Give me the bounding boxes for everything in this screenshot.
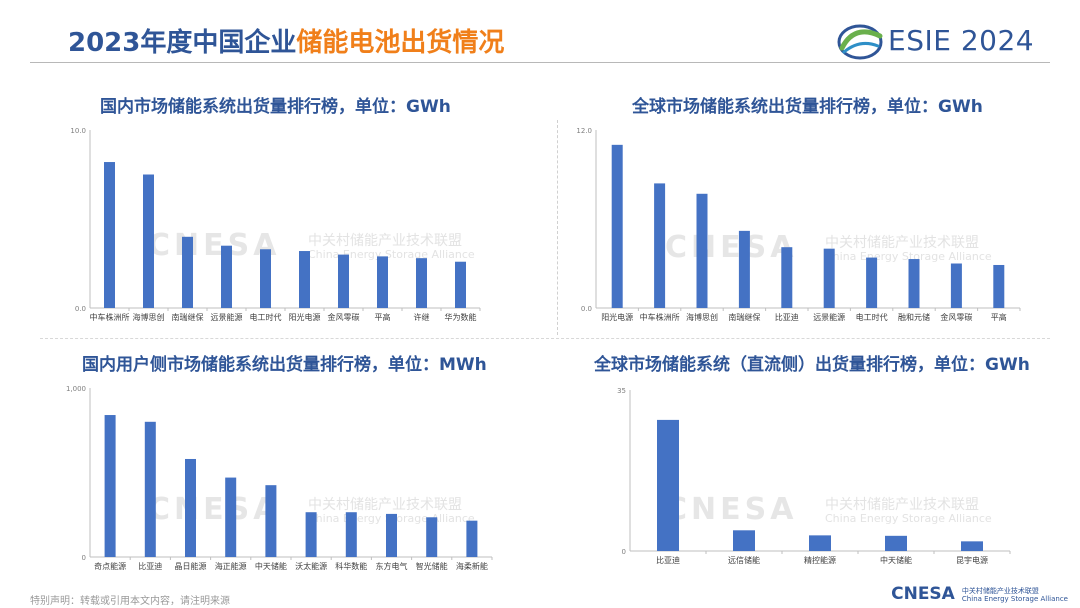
x-tick-label: 中车株洲所 xyxy=(90,312,130,322)
x-tick-label: 远信储能 xyxy=(728,555,760,565)
chart-1: 0.0 10.0 中车株洲所 海博思创 南瑞继保 远景能源 电工时代 阳光电源 金风零碳 平高 许继… xyxy=(70,127,481,322)
page-title-main: 2023年度中国企业 xyxy=(68,28,297,58)
bar xyxy=(908,259,920,308)
chart-1-title: 国内市场储能系统出货量排行榜，单位：GWh xyxy=(100,97,451,117)
page-title: 2023年度中国企业储能电池出货情况 xyxy=(68,22,504,59)
bar xyxy=(696,193,708,308)
x-tick-label: 奇点能源 xyxy=(94,561,126,571)
bar xyxy=(260,249,271,308)
bar xyxy=(781,247,793,308)
x-tick-label: 科华数能 xyxy=(335,561,367,571)
bar xyxy=(733,530,755,551)
x-tick-label: 南瑞继保 xyxy=(728,312,760,322)
esie-logo-text: ESIE 2024 xyxy=(888,24,1035,57)
bar xyxy=(611,144,623,308)
chart-4: 0 35 比亚迪 远信储能 精控能源 中天储能 昆宇电源 xyxy=(617,387,1011,565)
bar xyxy=(345,512,357,557)
chart-3-title: 国内用户侧市场储能系统出货量排行榜，单位：MWh xyxy=(82,355,487,375)
y-tick-label: 35 xyxy=(617,387,626,395)
x-tick-label: 金风零碳 xyxy=(328,312,360,322)
chart-2: 0.0 12.0 阳光电源 中车株洲所 海博思创 南瑞继保 比亚迪 远景能源 电工时代 融和元储金… xyxy=(576,127,1021,322)
bar xyxy=(265,485,277,557)
y-tick-label: 1,000 xyxy=(66,385,86,393)
header-divider xyxy=(30,62,1050,63)
bar xyxy=(466,520,478,557)
vertical-divider xyxy=(557,120,558,335)
bar xyxy=(654,183,666,308)
cnesa-logo-text: CNESA xyxy=(891,584,955,604)
x-tick-label: 中车株洲所 xyxy=(640,312,680,322)
x-tick-label: 智光储能 xyxy=(416,561,448,571)
x-tick-label: 阳光电源 xyxy=(601,312,633,322)
bar xyxy=(950,263,962,308)
bar xyxy=(338,254,349,308)
bar xyxy=(104,162,115,308)
x-tick-label: 比亚迪 xyxy=(656,555,680,565)
y-tick-label: 0.0 xyxy=(75,305,86,313)
bar xyxy=(455,261,466,308)
x-tick-label: 精控能源 xyxy=(804,555,836,565)
x-tick-label: 华为数能 xyxy=(445,312,477,322)
x-tick-label: 中天储能 xyxy=(255,561,287,571)
x-tick-label: 中天储能 xyxy=(880,555,912,565)
bar xyxy=(885,535,907,551)
esie-swirl-icon xyxy=(837,24,883,60)
x-tick-label: 海正能源 xyxy=(215,561,247,571)
x-tick-label: 晶日能源 xyxy=(175,561,207,571)
x-tick-label: 比亚迪 xyxy=(138,561,162,571)
bar xyxy=(823,248,835,308)
bar xyxy=(305,512,317,557)
bar xyxy=(143,174,154,308)
bar xyxy=(961,541,983,551)
bar xyxy=(182,236,193,308)
x-tick-label: 海博思创 xyxy=(686,312,718,322)
x-tick-label: 海博思创 xyxy=(133,312,165,322)
x-tick-label: 远景能源 xyxy=(813,312,845,322)
bar xyxy=(416,258,427,308)
bar xyxy=(144,421,156,557)
x-tick-label: 远景能源 xyxy=(211,312,243,322)
bar xyxy=(299,251,310,308)
y-tick-label: 12.0 xyxy=(576,127,592,135)
cnesa-logo: CNESA 中关村储能产业技术联盟 China Energy Storage Al… xyxy=(891,584,1068,604)
y-tick-label: 0 xyxy=(82,554,86,562)
bar xyxy=(993,264,1005,308)
bar xyxy=(386,513,397,557)
x-tick-label: 南瑞继保 xyxy=(172,312,204,322)
x-tick-label: 东方电气 xyxy=(376,561,408,571)
bar xyxy=(866,257,878,308)
y-tick-label: 0 xyxy=(622,548,626,556)
x-tick-label: 海柔新能 xyxy=(456,561,488,571)
x-tick-label: 平高 xyxy=(375,312,391,322)
bar xyxy=(225,477,237,557)
bar xyxy=(185,458,196,557)
chart-4-title: 全球市场储能系统（直流侧）出货量排行榜，单位：GWh xyxy=(594,355,1030,375)
x-tick-label: 电工时代 xyxy=(250,312,282,322)
x-tick-label: 电工时代 xyxy=(856,312,888,322)
x-tick-label: 许继 xyxy=(414,312,430,322)
bar xyxy=(809,535,831,551)
x-tick-label: 昆宇电源 xyxy=(956,555,988,565)
bar xyxy=(104,415,116,557)
horizontal-divider xyxy=(40,338,1050,339)
x-tick-label: 融和元储 xyxy=(898,312,930,322)
x-tick-label: 阳光电源 xyxy=(289,312,321,322)
bar xyxy=(657,419,679,551)
y-tick-label: 0.0 xyxy=(581,305,592,313)
footer-note: 特别声明：转载或引用本文内容，请注明来源 xyxy=(30,596,230,607)
x-tick-label: 比亚迪 xyxy=(775,312,799,322)
bar xyxy=(221,245,232,308)
bar xyxy=(426,517,438,557)
chart-3: 0 1,000 奇点能源 比亚迪 晶日能源 海正能源 中天储能 沃太能源 科华数能 东方电气 智光储… xyxy=(66,385,493,571)
x-tick-label: 金风零碳 xyxy=(940,312,972,322)
page-title-highlight: 储能电池出货情况 xyxy=(296,28,505,58)
cnesa-logo-sub: 中关村储能产业技术联盟 China Energy Storage Alliance xyxy=(961,586,1068,603)
x-tick-label: 沃太能源 xyxy=(295,561,327,571)
y-tick-label: 10.0 xyxy=(70,127,86,135)
bar xyxy=(738,230,750,308)
esie-logo: ESIE 2024 xyxy=(836,20,1046,62)
chart-2-title: 全球市场储能系统出货量排行榜，单位：GWh xyxy=(632,97,983,117)
x-tick-label: 平高 xyxy=(991,312,1007,322)
bar xyxy=(377,256,388,308)
